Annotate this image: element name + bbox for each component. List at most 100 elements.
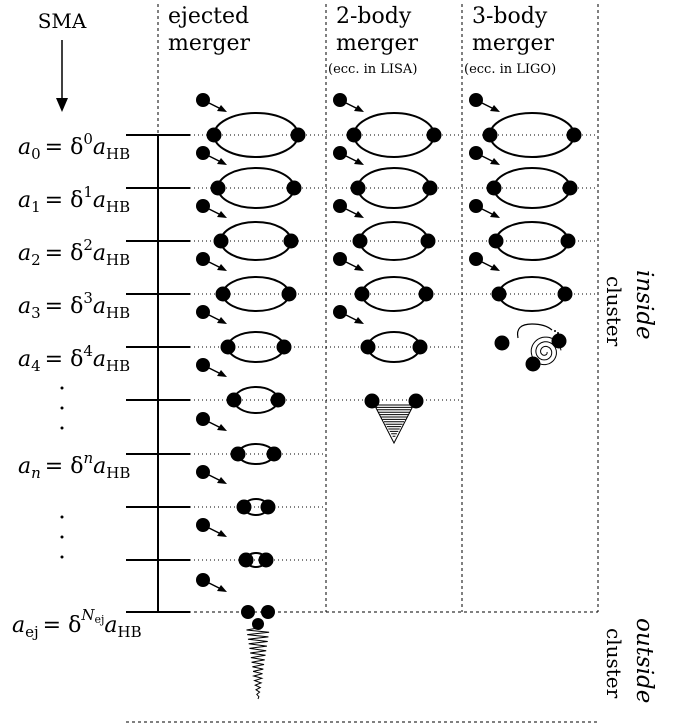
col1-line1: ejected <box>168 4 249 29</box>
binary-star <box>290 127 306 143</box>
incoming-single <box>196 146 210 160</box>
binary-star <box>230 446 246 462</box>
region-labels: inside cluster outside cluster <box>602 270 657 703</box>
incoming-single <box>196 573 210 587</box>
label-an: an = δnaHB <box>18 449 130 482</box>
incoming-arrowhead <box>217 105 227 112</box>
binary-systems <box>196 93 582 592</box>
level-guides <box>190 134 598 561</box>
incoming-arrowhead <box>354 158 364 165</box>
incoming-arrowhead <box>217 530 227 537</box>
binary-star <box>486 180 502 196</box>
incoming-single <box>196 252 210 266</box>
label-a0: a0 = δ0aHB <box>18 130 130 163</box>
binary-star <box>226 392 242 408</box>
label-a4: a4 = δ4aHB <box>18 342 130 375</box>
binary-star <box>562 180 578 196</box>
binary-star <box>426 127 442 143</box>
binary-star <box>354 286 370 302</box>
binary-star <box>266 446 282 462</box>
incoming-single <box>469 199 483 213</box>
binary-star <box>206 127 222 143</box>
label-a1: a1 = δ1aHB <box>18 183 130 216</box>
binary-star <box>420 233 436 249</box>
binary-star <box>210 180 226 196</box>
outside-label: outside <box>631 618 657 703</box>
outside-cluster-label: cluster <box>602 628 626 699</box>
col1-line2: merger <box>168 31 251 56</box>
axis-ticks <box>126 134 190 613</box>
label-a3: a3 = δ3aHB <box>18 289 130 322</box>
binary-star <box>422 180 438 196</box>
ejected-inspiral <box>241 605 275 700</box>
incoming-arrowhead <box>217 477 227 484</box>
binary-orbit <box>227 331 285 363</box>
incoming-single <box>333 146 347 160</box>
incoming-arrowhead <box>217 424 227 431</box>
incoming-single <box>196 199 210 213</box>
two-body-inspiral <box>364 393 424 445</box>
binary-star <box>220 339 236 355</box>
incoming-single <box>196 93 210 107</box>
binary-star <box>557 286 573 302</box>
binary-star <box>258 552 274 568</box>
binary-star <box>270 392 286 408</box>
binary-star <box>418 286 434 302</box>
incoming-arrowhead <box>217 158 227 165</box>
binary-star <box>346 127 362 143</box>
incoming-single <box>196 358 210 372</box>
incoming-single <box>333 199 347 213</box>
sma-label: SMA <box>38 9 87 33</box>
col3-note: (ecc. in LIGO) <box>464 62 556 77</box>
col3-line1: 3-body <box>472 4 548 29</box>
sma-arrow <box>56 40 68 112</box>
sma-level-labels: a0 = δ0aHB a1 = δ1aHB a2 = δ2aHB a3 = δ3aHB … <box>12 130 142 641</box>
binary-star <box>276 339 292 355</box>
binary-orbit <box>222 276 290 312</box>
incoming-arrowhead <box>217 370 227 377</box>
label-a2: a2 = δ2aHB <box>18 236 130 269</box>
binary-star <box>283 233 299 249</box>
incoming-arrowhead <box>217 317 227 324</box>
incoming-single <box>196 305 210 319</box>
incoming-arrowhead <box>217 585 227 592</box>
binary-star <box>491 286 507 302</box>
binary-star <box>360 339 376 355</box>
inside-label: inside <box>631 270 657 340</box>
incoming-arrowhead <box>490 211 500 218</box>
incoming-single <box>333 252 347 266</box>
incoming-single <box>196 465 210 479</box>
incoming-arrowhead <box>354 264 364 271</box>
binary-star <box>238 552 254 568</box>
incoming-single <box>469 146 483 160</box>
inside-cluster-label: cluster <box>602 276 626 347</box>
col2-note: (ecc. in LISA) <box>328 62 417 77</box>
binary-star <box>488 233 504 249</box>
binary-star <box>352 233 368 249</box>
binary-star <box>213 233 229 249</box>
binary-orbit <box>220 221 292 261</box>
incoming-arrowhead <box>354 105 364 112</box>
ellipsis-dots <box>60 386 64 559</box>
incoming-arrowhead <box>490 105 500 112</box>
binary-star <box>560 233 576 249</box>
incoming-arrowhead <box>354 211 364 218</box>
col2-line1: 2-body <box>336 4 412 29</box>
binary-star <box>350 180 366 196</box>
incoming-arrowhead <box>490 264 500 271</box>
binary-star <box>566 127 582 143</box>
incoming-single <box>196 518 210 532</box>
incoming-single <box>333 93 347 107</box>
incoming-single <box>196 412 210 426</box>
col2-line2: merger <box>336 31 419 56</box>
col3-line2: merger <box>472 31 555 56</box>
column-headers: ejected merger 2-body merger 3-body merg… <box>168 4 555 56</box>
three-body-spiral-merger <box>494 323 567 372</box>
incoming-arrowhead <box>490 158 500 165</box>
binary-star <box>236 499 252 515</box>
binary-star <box>482 127 498 143</box>
binary-star <box>215 286 231 302</box>
incoming-arrowhead <box>217 211 227 218</box>
label-aej: aej = δNejaHB <box>12 606 142 641</box>
